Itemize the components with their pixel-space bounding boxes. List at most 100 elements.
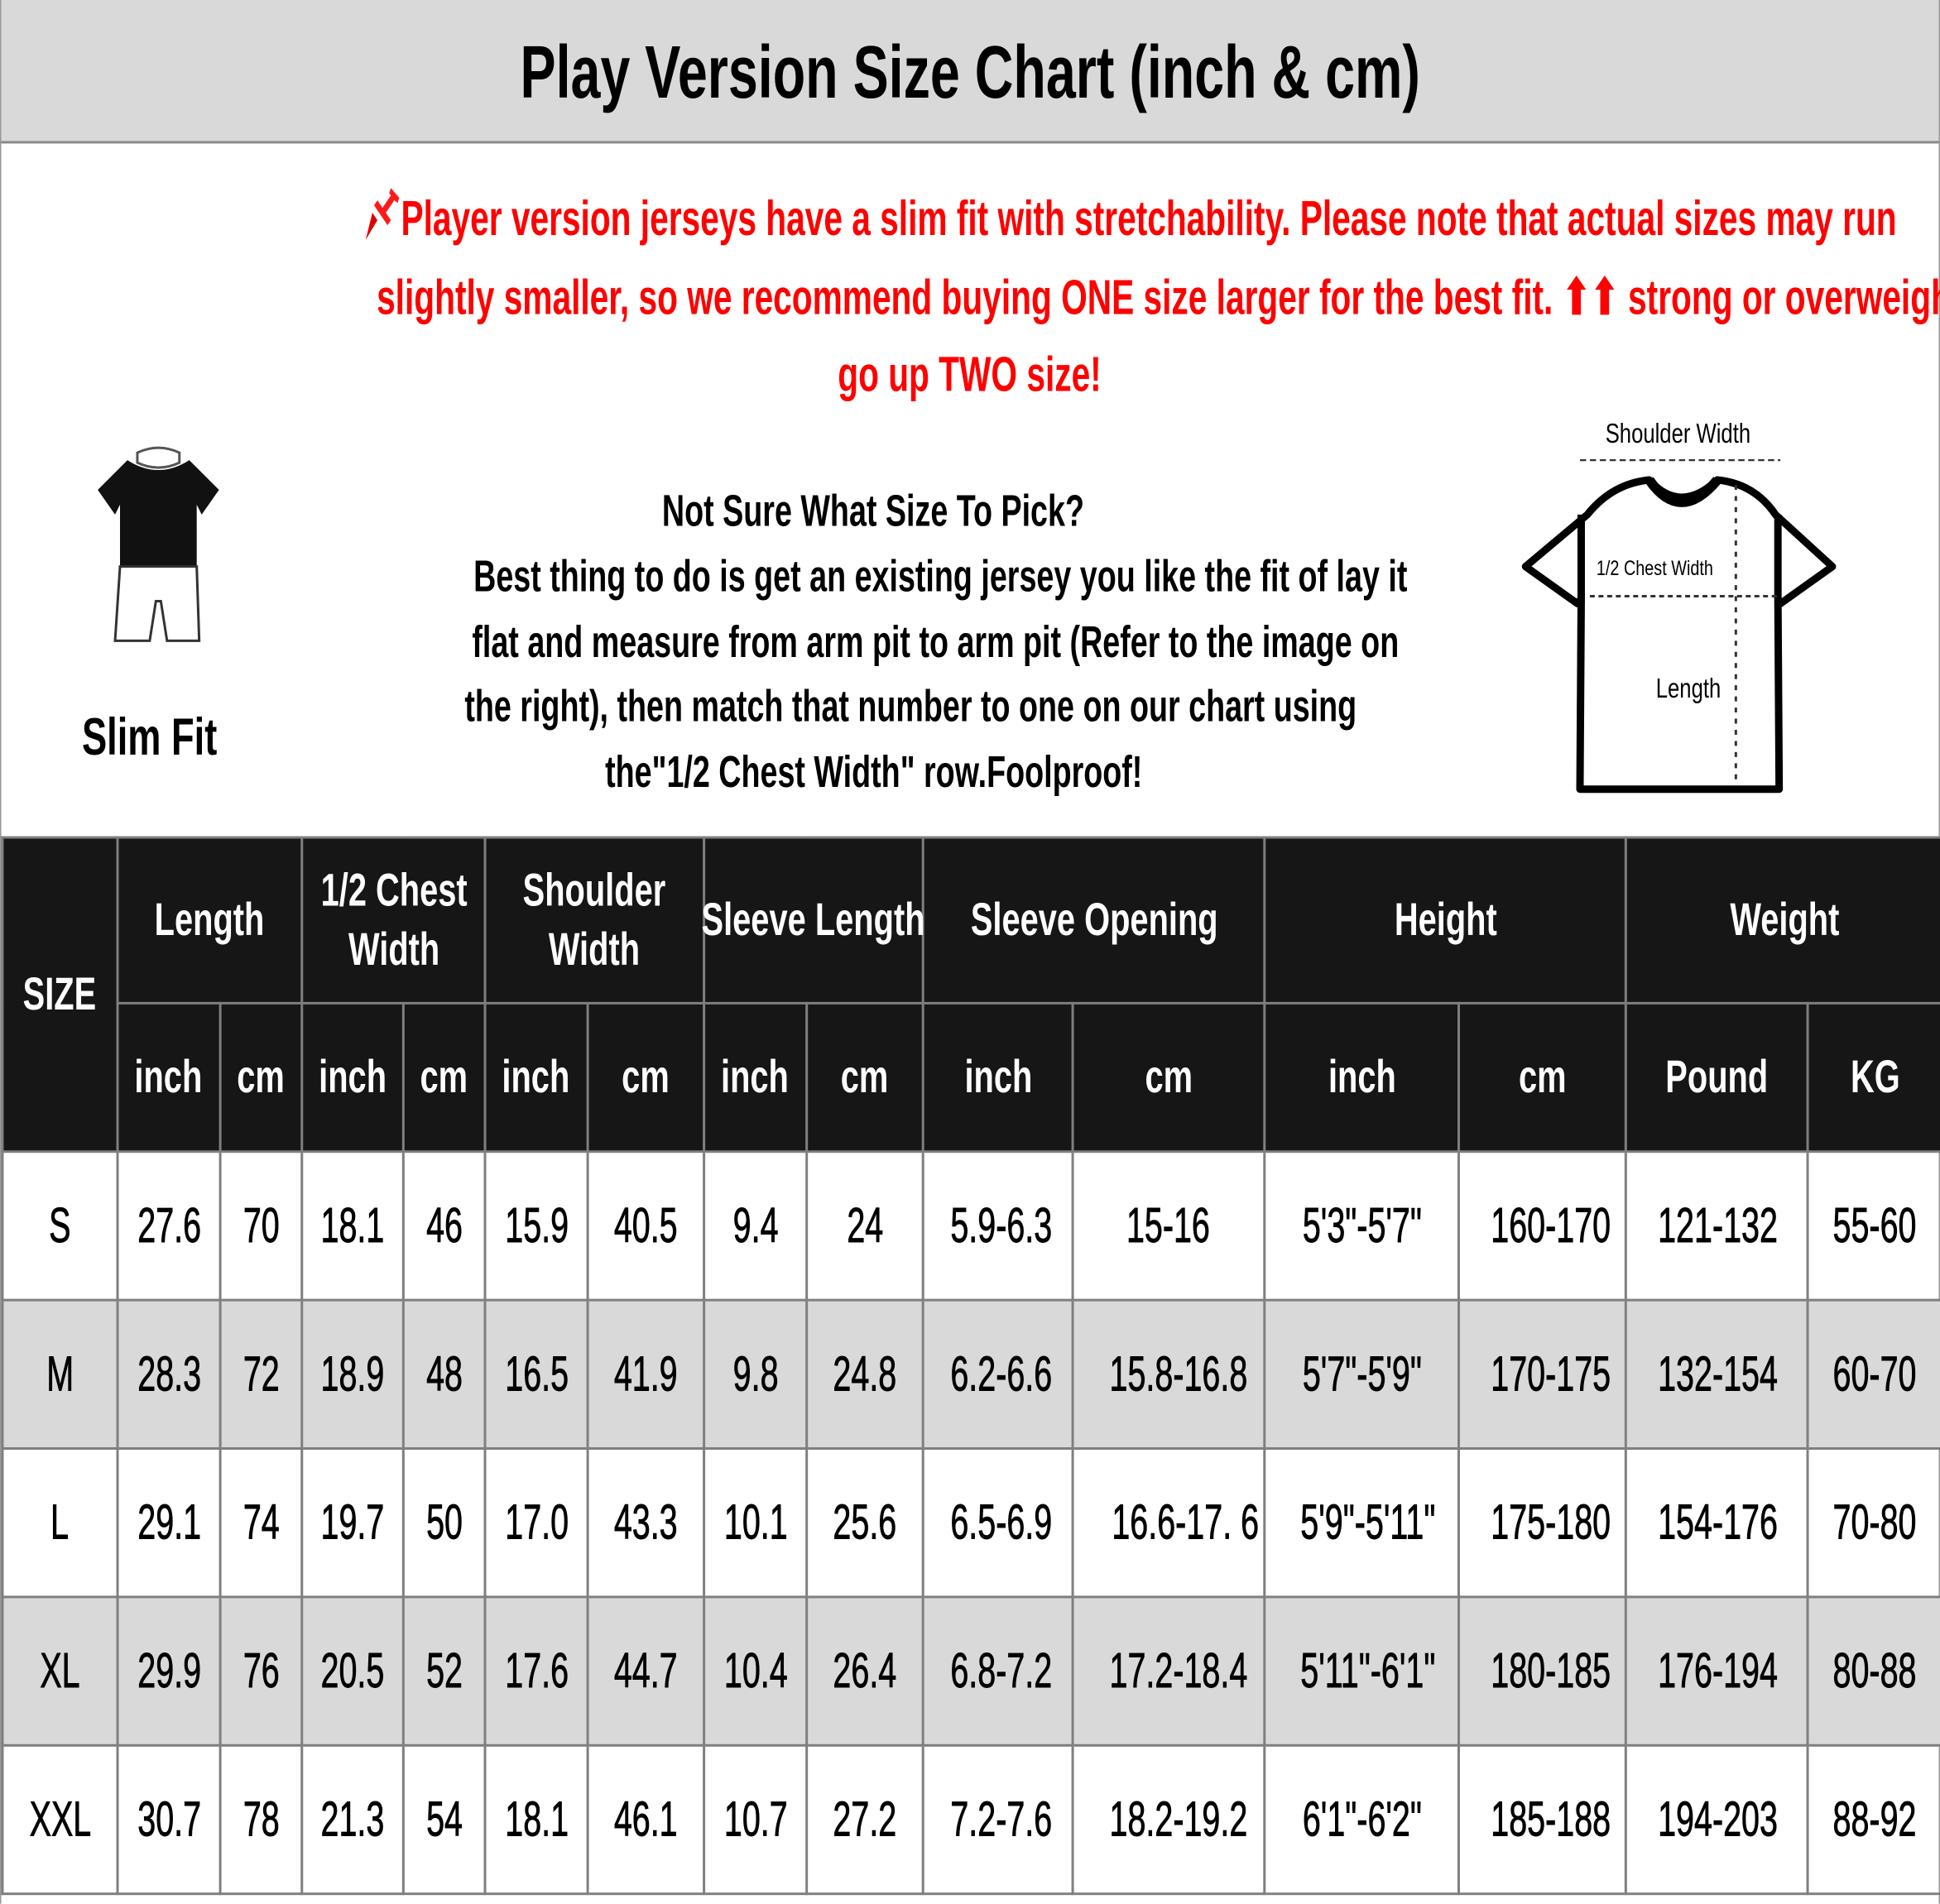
value-cell: 18.1 — [300, 1150, 405, 1302]
value-cell-text: 46 — [425, 1197, 463, 1253]
value-cell: 52 — [401, 1595, 487, 1747]
value-cell: 176-194 — [1624, 1595, 1809, 1747]
unit-header-text: KG — [1850, 1051, 1900, 1102]
value-cell-text: 27.2 — [833, 1791, 897, 1847]
page-title: Play Version Size Chart (inch & cm) — [520, 31, 1420, 114]
advice-line-1: Best thing to do is get an existing jers… — [473, 550, 1408, 602]
value-cell-text: 5'7"-5'9" — [1302, 1346, 1422, 1402]
value-cell: 175-180 — [1457, 1447, 1627, 1599]
value-cell-text: 72 — [242, 1346, 280, 1402]
title-bar: Play Version Size Chart (inch & cm) — [1, 0, 1939, 144]
unit-header-text: inch — [721, 1051, 790, 1102]
unit-header-text: cm — [622, 1051, 670, 1102]
unit-header: cm — [401, 1001, 487, 1153]
size-cell: M — [1, 1298, 119, 1451]
value-cell-text: 29.1 — [137, 1494, 201, 1550]
table-body: S 27.6 70 18.1 46 15.9 40.5 9.4 24 5.9-6.3 15-16 5'… — [1, 1150, 1940, 1896]
value-cell-text: 175-180 — [1491, 1494, 1611, 1550]
value-cell: 6.2-6.6 — [921, 1298, 1074, 1451]
table-row: M 28.3 72 18.9 48 16.5 41.9 9.8 24.8 6.2-6.6 15.8-… — [1, 1298, 1940, 1451]
unit-header: cm — [218, 1001, 304, 1153]
value-cell-text: 15.8-16.8 — [1109, 1346, 1248, 1402]
notice-line-1-wrap: Player version jerseys have a slim fit w… — [1, 188, 1938, 247]
value-cell-text: 16.6-17. 6 — [1112, 1494, 1260, 1550]
table-header: SIZE Length 1/2 Chest Width Shoulder Width S… — [1, 836, 1940, 1153]
column-group-header-text: Length — [155, 894, 265, 946]
value-cell-text: 40.5 — [613, 1197, 678, 1253]
value-cell: 43.3 — [586, 1447, 706, 1599]
value-cell-text: 88-92 — [1833, 1791, 1918, 1847]
value-cell: 27.6 — [116, 1150, 222, 1302]
value-cell: 46.1 — [586, 1743, 706, 1896]
value-cell-text: 50 — [425, 1494, 463, 1550]
column-group-header-text: Sleeve Length — [701, 894, 925, 946]
value-cell: 5'9"-5'11" — [1263, 1447, 1461, 1599]
unit-header: cm — [1071, 1001, 1266, 1153]
value-cell: 17.6 — [483, 1595, 589, 1747]
value-cell: 78 — [218, 1743, 304, 1896]
chest-width-label: 1/2 Chest Width — [1596, 556, 1713, 581]
value-cell: 48 — [401, 1298, 487, 1451]
header-row-units: inch cm inch cm inch cm inch cm inch cm inch cm Poun… — [2, 1001, 1940, 1153]
value-cell-text: 70 — [242, 1197, 280, 1253]
unit-header-text: cm — [1145, 1051, 1193, 1102]
column-group-header: Sleeve Length — [702, 836, 925, 1005]
unit-header-text: inch — [319, 1051, 387, 1102]
value-cell-text: 70-80 — [1833, 1494, 1918, 1550]
unit-header-text: inch — [963, 1051, 1032, 1102]
unit-header: inch — [116, 1001, 222, 1153]
pushpin-icon — [365, 188, 400, 241]
column-group-header: Sleeve Opening — [921, 836, 1266, 1005]
value-cell-text: 55-60 — [1833, 1197, 1918, 1253]
size-header-text: SIZE — [23, 968, 97, 1019]
unit-header-text: cm — [1518, 1051, 1567, 1102]
unit-header: inch — [921, 1001, 1074, 1153]
value-cell: 170-175 — [1457, 1298, 1627, 1451]
value-cell: 21.3 — [300, 1743, 405, 1896]
advice-line-2: flat and measure from arm pit to arm pit… — [472, 616, 1400, 667]
value-cell-text: 54 — [425, 1791, 463, 1847]
unit-header: KG — [1806, 1001, 1940, 1153]
value-cell: 41.9 — [586, 1298, 706, 1451]
value-cell-text: 18.1 — [504, 1791, 569, 1847]
value-cell: 29.9 — [116, 1595, 222, 1747]
value-cell-text: 28.3 — [137, 1346, 201, 1402]
value-cell: 121-132 — [1624, 1150, 1809, 1302]
value-cell-text: 6.8-7.2 — [950, 1643, 1053, 1699]
value-cell: 5'7"-5'9" — [1263, 1298, 1461, 1451]
value-cell-text: 78 — [242, 1791, 280, 1847]
unit-header-text: cm — [237, 1051, 286, 1102]
advice-line-3: the right), then match that number to on… — [464, 680, 1357, 731]
value-cell: 132-154 — [1624, 1298, 1809, 1451]
value-cell: 18.1 — [483, 1743, 589, 1896]
value-cell-text: 18.9 — [320, 1346, 385, 1402]
value-cell: 26.4 — [805, 1595, 924, 1747]
column-group-header: Shoulder Width — [483, 836, 706, 1005]
value-cell: 72 — [218, 1298, 304, 1451]
value-cell: 15.8-16.8 — [1071, 1298, 1266, 1451]
notice-line-3: go up TWO size! — [838, 348, 1102, 402]
value-cell-text: 20.5 — [320, 1643, 385, 1699]
value-cell: 29.1 — [116, 1447, 222, 1599]
size-cell-text: L — [50, 1494, 70, 1550]
value-cell: 160-170 — [1457, 1150, 1627, 1302]
table-row: XXL 30.7 78 21.3 54 18.1 46.1 10.7 27.2 7.2-7.6 18… — [1, 1743, 1940, 1896]
value-cell-text: 15.9 — [504, 1197, 569, 1253]
value-cell-text: 170-175 — [1491, 1346, 1611, 1402]
value-cell-text: 44.7 — [613, 1643, 678, 1699]
value-cell-text: 18.1 — [320, 1197, 385, 1253]
value-cell-text: 17.2-18.4 — [1109, 1643, 1248, 1699]
size-cell: S — [1, 1150, 119, 1302]
table-row: S 27.6 70 18.1 46 15.9 40.5 9.4 24 5.9-6.3 15-16 5'… — [1, 1150, 1940, 1302]
unit-header-text: Pound — [1665, 1051, 1769, 1102]
value-cell-text: 132-154 — [1658, 1346, 1779, 1402]
value-cell: 180-185 — [1457, 1595, 1627, 1747]
unit-header: inch — [703, 1001, 809, 1153]
value-cell: 5'3"-5'7" — [1263, 1150, 1461, 1302]
value-cell: 154-176 — [1624, 1447, 1809, 1599]
value-cell-text: 5'11"-6'1" — [1300, 1643, 1436, 1699]
value-cell: 16.6-17. 6 — [1071, 1447, 1266, 1599]
value-cell-text: 121-132 — [1658, 1197, 1779, 1253]
value-cell-text: 41.9 — [613, 1346, 678, 1402]
header-row-groups: SIZE Length 1/2 Chest Width Shoulder Width S… — [1, 836, 1940, 1153]
